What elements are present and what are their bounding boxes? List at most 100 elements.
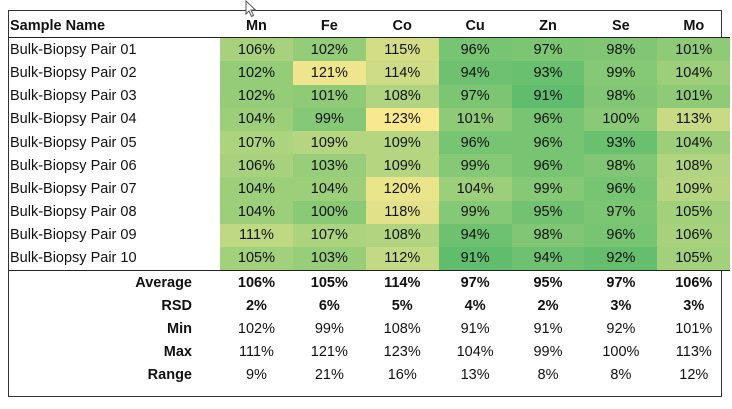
- summary-cell: 5%: [391, 297, 413, 314]
- summary-cell: 99%: [533, 344, 563, 361]
- heatmap-cell: 113%: [657, 107, 731, 131]
- summary-label: Range: [147, 367, 192, 384]
- summary-cell: 101%: [675, 321, 713, 338]
- heatmap-cell: 107%: [292, 223, 366, 247]
- heatmap-cell: 104%: [438, 177, 512, 201]
- table-row: Bulk-Biopsy Pair 01 106% 102% 115% 96% 97% 98%…: [9, 37, 731, 62]
- table-row: Bulk-Biopsy Pair 08 104% 100% 118% 99% 95% 97%…: [9, 200, 731, 224]
- heatmap-cell: 106%: [220, 37, 293, 62]
- summary-cell: 2%: [245, 297, 267, 314]
- summary-row: Max 111% 121% 123% 104% 99% 100% 113%: [9, 341, 730, 364]
- summary-cell: 100%: [602, 344, 640, 361]
- heatmap-cell: 107%: [220, 130, 293, 155]
- heatmap-cell: 94%: [438, 61, 512, 85]
- summary-label: Min: [167, 321, 192, 338]
- summary-cell: 3%: [610, 297, 632, 314]
- column-header-se: Se: [584, 14, 658, 39]
- heatmap-cell: 112%: [365, 246, 439, 271]
- summary-cell: 12%: [679, 367, 709, 384]
- heatmap-cell: 92%: [584, 246, 658, 271]
- column-header-sample-name: Sample Name: [9, 14, 220, 39]
- summary-cell: 108%: [383, 321, 421, 338]
- summary-cell: 105%: [292, 270, 366, 295]
- heatmap-cell: 104%: [220, 107, 293, 131]
- heatmap-cell: 95%: [511, 200, 585, 224]
- row-label: Bulk-Biopsy Pair 08: [10, 204, 137, 221]
- heatmap-cell: 104%: [657, 130, 731, 155]
- heatmap-cell: 105%: [657, 246, 731, 271]
- summary-cell: 111%: [238, 344, 274, 361]
- heatmap-cell: 102%: [292, 37, 366, 62]
- heatmap-table: Sample Name Mn Fe Co Cu Zn Se Mo Bulk-Biopsy P…: [9, 14, 731, 387]
- summary-row: RSD 2% 6% 5% 4% 2% 3% 3%: [9, 294, 730, 317]
- heatmap-cell: 94%: [511, 246, 585, 271]
- column-header-mo: Mo: [657, 14, 731, 39]
- heatmap-cell: 99%: [438, 200, 512, 224]
- heatmap-cell: 109%: [365, 130, 439, 155]
- summary-row: Average 106% 105% 114% 97% 95% 97% 106%: [9, 270, 731, 295]
- summary-row: Range 9% 21% 16% 13% 8% 8% 12%: [9, 364, 730, 387]
- row-label: Bulk-Biopsy Pair 10: [10, 250, 137, 267]
- summary-cell: 9%: [245, 367, 267, 384]
- heatmap-cell: 106%: [657, 223, 731, 247]
- column-header-co: Co: [365, 14, 439, 39]
- summary-cell: 97%: [584, 270, 658, 295]
- table-row: Bulk-Biopsy Pair 09 111% 107% 108% 94% 98% 96%…: [9, 223, 731, 247]
- summary-cell: 21%: [314, 367, 344, 384]
- heatmap-cell: 97%: [584, 200, 658, 224]
- summary-cell: 95%: [511, 270, 585, 295]
- row-label: Bulk-Biopsy Pair 06: [10, 157, 137, 174]
- heatmap-cell: 111%: [220, 223, 293, 247]
- heatmap-cell: 114%: [365, 61, 439, 85]
- heatmap-cell: 106%: [220, 154, 293, 178]
- heatmap-cell: 97%: [438, 84, 512, 108]
- heatmap-cell: 96%: [511, 130, 585, 155]
- heatmap-cell: 123%: [365, 107, 439, 131]
- summary-cell: 104%: [456, 344, 494, 361]
- heatmap-cell: 120%: [365, 177, 439, 201]
- summary-cell: 8%: [537, 367, 559, 384]
- heatmap-cell: 109%: [657, 177, 731, 201]
- heatmap-cell: 96%: [511, 154, 585, 178]
- summary-cell: 8%: [610, 367, 632, 384]
- summary-cell: 4%: [464, 297, 486, 314]
- summary-cell: 92%: [606, 321, 636, 338]
- summary-label: RSD: [161, 297, 192, 314]
- summary-cell: 106%: [657, 270, 731, 295]
- heatmap-cell: 99%: [511, 177, 585, 201]
- row-label: Bulk-Biopsy Pair 07: [10, 180, 137, 197]
- heatmap-cell: 96%: [584, 223, 658, 247]
- heatmap-cell: 118%: [365, 200, 439, 224]
- heatmap-cell: 99%: [584, 61, 658, 85]
- column-header-zn: Zn: [511, 14, 585, 39]
- data-rows: Bulk-Biopsy Pair 01 106% 102% 115% 96% 97% 98%…: [9, 37, 731, 271]
- heatmap-cell: 108%: [365, 84, 439, 108]
- heatmap-cell: 102%: [220, 61, 293, 85]
- column-header-cu: Cu: [438, 14, 512, 39]
- heatmap-cell: 105%: [657, 200, 731, 224]
- summary-cell: 123%: [383, 344, 421, 361]
- heatmap-cell: 101%: [292, 84, 366, 108]
- summary-row: Min 102% 99% 108% 91% 91% 92% 101%: [9, 317, 730, 340]
- heatmap-cell: 109%: [292, 130, 366, 155]
- header-row: Sample Name Mn Fe Co Cu Zn Se Mo: [9, 14, 731, 39]
- summary-cell: 91%: [460, 321, 490, 338]
- summary-cell: 102%: [237, 321, 275, 338]
- summary-rows: Average 106% 105% 114% 97% 95% 97% 106% RSD 2% 6% 5…: [9, 270, 731, 387]
- heatmap-cell: 108%: [365, 223, 439, 247]
- column-header-mn: Mn: [220, 14, 293, 39]
- heatmap-cell: 104%: [220, 200, 293, 224]
- heatmap-cell: 96%: [438, 37, 512, 62]
- summary-cell: 106%: [220, 270, 293, 295]
- heatmap-cell: 97%: [511, 37, 585, 62]
- table-row: Bulk-Biopsy Pair 05 107% 109% 109% 96% 96% 93%…: [9, 130, 731, 155]
- heatmap-cell: 99%: [292, 107, 366, 131]
- summary-cell: 114%: [365, 270, 439, 295]
- heatmap-cell: 101%: [657, 37, 731, 62]
- table-row: Bulk-Biopsy Pair 03 102% 101% 108% 97% 91% 98%…: [9, 84, 731, 108]
- row-label: Bulk-Biopsy Pair 01: [10, 41, 137, 58]
- heatmap-cell: 101%: [657, 84, 731, 108]
- heatmap-cell: 103%: [292, 246, 366, 271]
- summary-cell: 13%: [460, 367, 490, 384]
- heatmap-cell: 105%: [220, 246, 293, 271]
